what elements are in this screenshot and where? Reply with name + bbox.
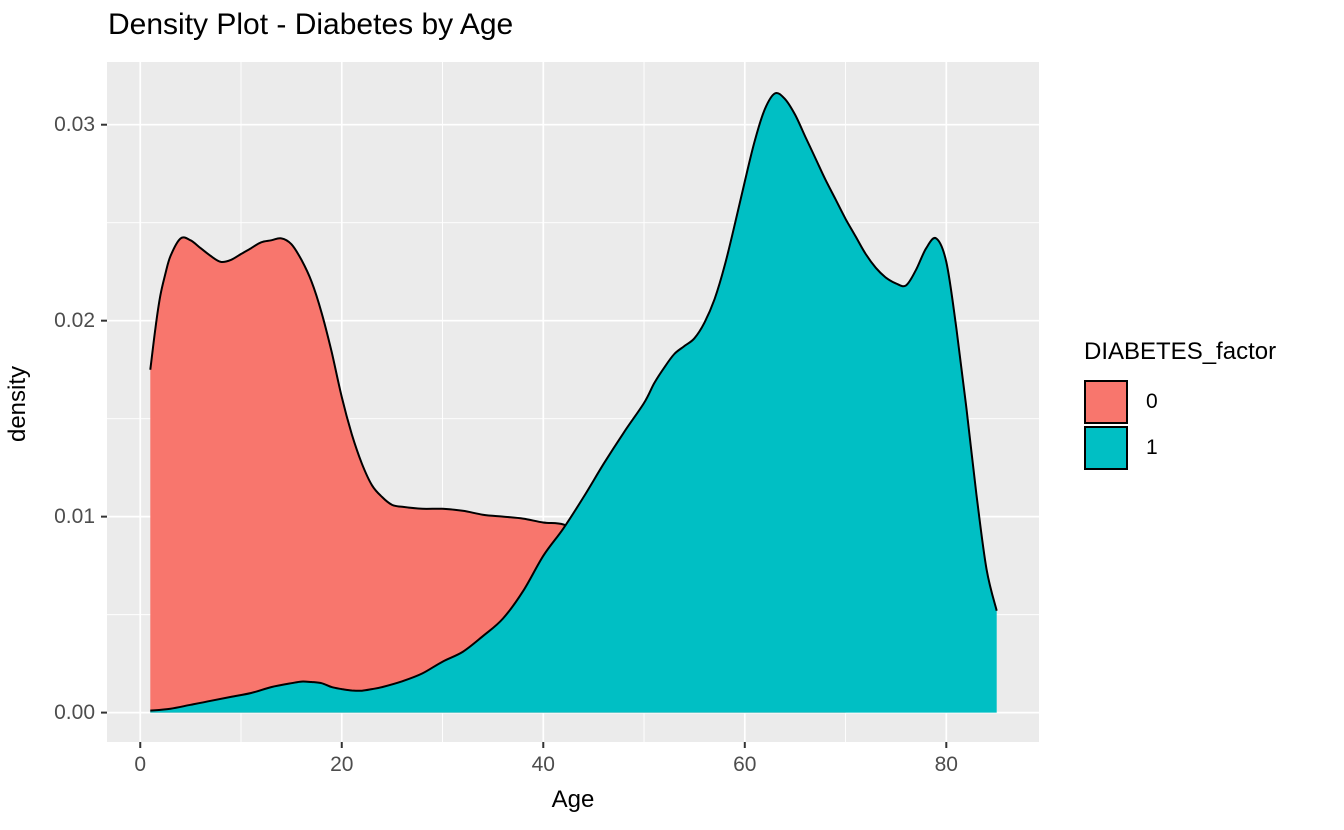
legend-item-1: 1: [1084, 426, 1276, 470]
y-tick-label: 0.02: [54, 308, 95, 332]
density-outline-1: [150, 92, 998, 712]
x-axis-title: Age: [551, 786, 595, 813]
x-tick-label: 20: [330, 753, 354, 776]
x-tick-label: 40: [531, 753, 555, 776]
legend-key-swatch-1: [1084, 426, 1128, 470]
legend-key-label-1: 1: [1146, 436, 1158, 459]
y-tick-label: 0.03: [54, 112, 95, 136]
density-area-0: [150, 237, 846, 713]
legend-key-label-0: 0: [1146, 390, 1158, 413]
legend-item-0: 0: [1084, 380, 1276, 424]
x-tick-label: 80: [934, 753, 958, 776]
y-tick-label: 0.01: [54, 504, 95, 528]
x-tick-label: 0: [134, 753, 147, 776]
y-tick-label: 0.00: [54, 700, 95, 724]
x-tick-label: 60: [733, 753, 757, 776]
legend-title: DIABETES_factor: [1084, 338, 1277, 365]
density-area-1: [150, 92, 997, 713]
legend: DIABETES_factor 0 1: [1084, 338, 1276, 472]
legend-key-swatch-0: [1084, 380, 1128, 424]
plot-title: Density Plot - Diabetes by Age: [108, 8, 514, 41]
